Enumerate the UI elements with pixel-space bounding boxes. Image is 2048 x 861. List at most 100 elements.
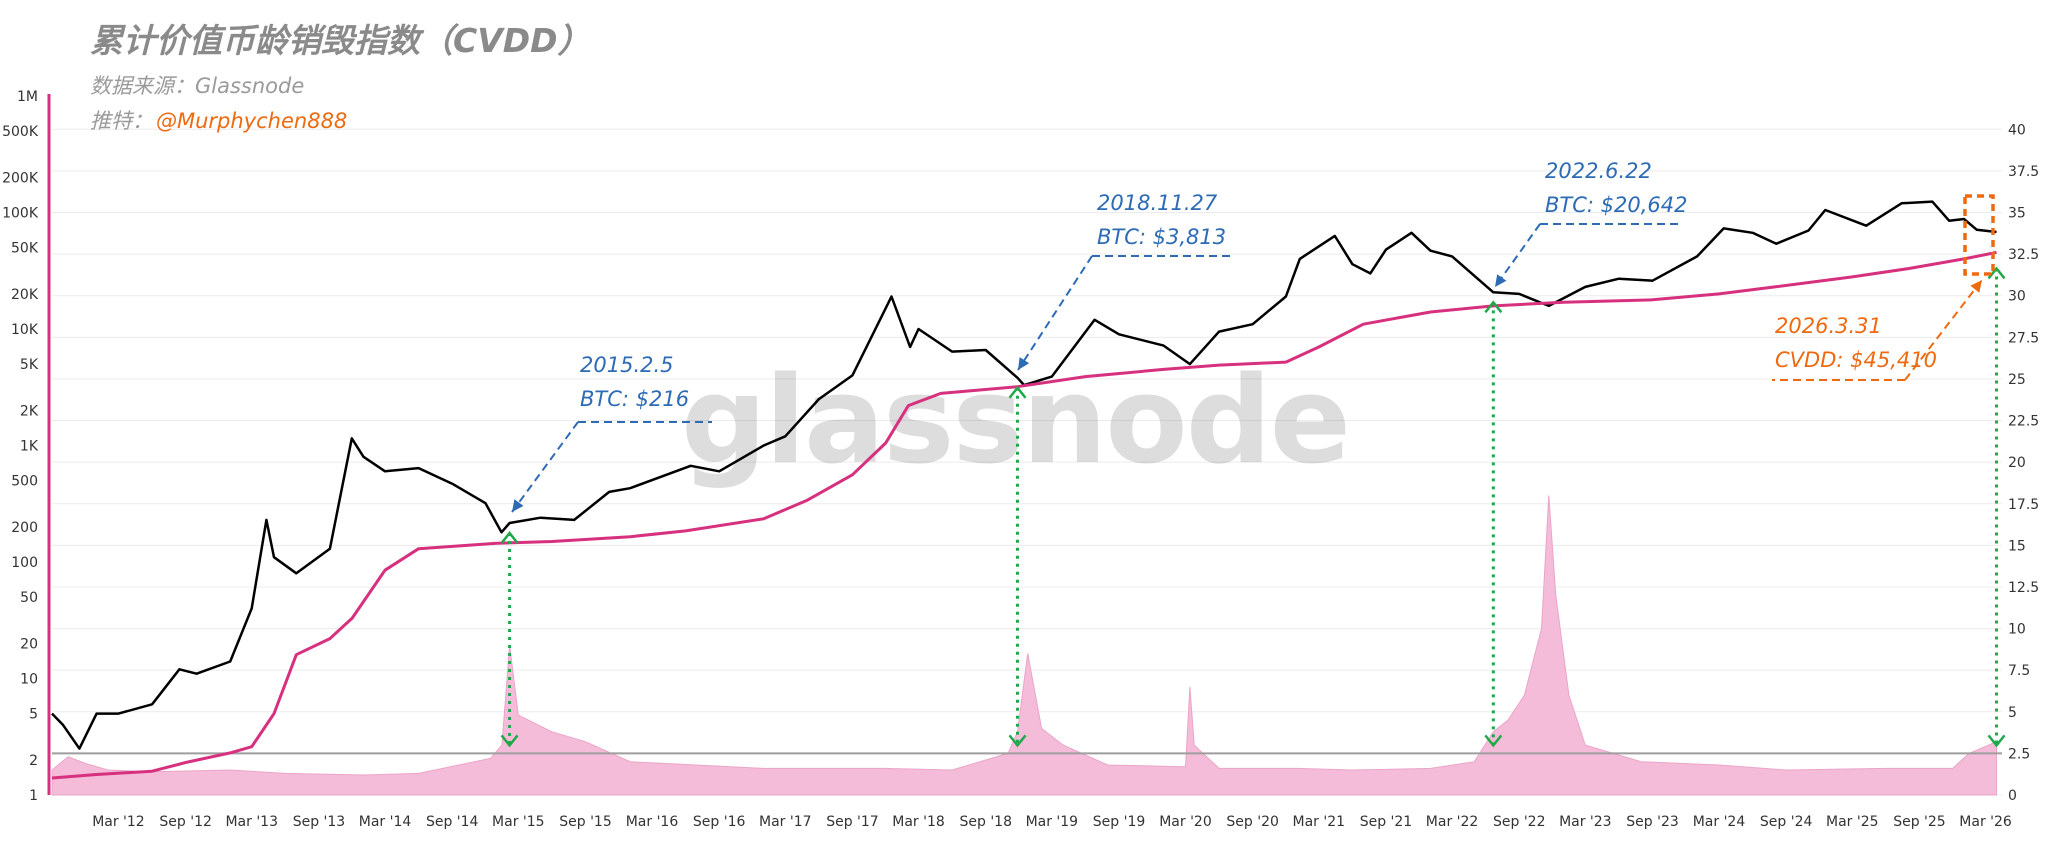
y2-tick-label: 15 xyxy=(2008,538,2026,554)
y2-tick-label: 7.5 xyxy=(2008,663,2030,679)
y-tick-label: 100 xyxy=(11,555,38,571)
y2-tick-label: 0 xyxy=(2008,788,2017,804)
annotation-date: 2015.2.5 xyxy=(580,353,674,377)
x-tick-label: Mar '23 xyxy=(1559,814,1612,830)
grid-layer xyxy=(52,128,2002,796)
btc-price-line xyxy=(51,200,1997,750)
x-tick-label: Sep '18 xyxy=(959,814,1012,830)
y2-tick-label: 20 xyxy=(2008,455,2026,471)
annotation-pointer xyxy=(1017,255,1093,371)
x-tick-label: Sep '17 xyxy=(826,814,879,830)
annotation-layer: 2015.2.5 BTC: $216 2018.11.27 BTC: $3,813 20… xyxy=(500,159,2006,748)
y-tick-label: 20 xyxy=(20,636,38,652)
annotation-date: 2018.11.27 xyxy=(1097,191,1218,215)
annotation-arrowhead xyxy=(1495,274,1507,287)
x-tick-label: Sep '23 xyxy=(1626,814,1679,830)
x-tick-label: Mar '24 xyxy=(1693,814,1746,830)
data-source: 数据来源：Glassnode xyxy=(90,74,304,98)
x-tick-label: Sep '25 xyxy=(1893,814,1946,830)
green-arrowhead-up xyxy=(1987,266,2006,280)
twitter-label: 推特： xyxy=(90,109,153,133)
x-tick-label: Sep '20 xyxy=(1226,814,1279,830)
x-tick-label: Mar '19 xyxy=(1026,814,1079,830)
x-tick-label: Mar '14 xyxy=(359,814,412,830)
x-tick-label: Mar '12 xyxy=(92,814,145,830)
y2-tick-label: 30 xyxy=(2008,289,2026,305)
green-arrowhead-up xyxy=(1484,300,1503,314)
annotation-arrowhead xyxy=(1970,280,1982,293)
x-tick-label: Mar '20 xyxy=(1159,814,1212,830)
y2-tick-label: 40 xyxy=(2008,122,2026,138)
annotation-date: 2026.3.31 xyxy=(1775,314,1882,338)
x-tick-label: Mar '13 xyxy=(225,814,278,830)
x-tick-label: Sep '22 xyxy=(1493,814,1546,830)
x-tick-label: Sep '21 xyxy=(1360,814,1413,830)
annotation-arrowhead xyxy=(1018,357,1030,370)
annotation-date: 2022.6.22 xyxy=(1545,159,1652,183)
y2-tick-label: 27.5 xyxy=(2008,330,2039,346)
y-tick-label: 200K xyxy=(2,170,39,186)
x-tick-label: Sep '16 xyxy=(693,814,746,830)
annotation-value: BTC: $216 xyxy=(580,387,689,411)
x-tick-label: Mar '22 xyxy=(1426,814,1479,830)
y-tick-label: 200 xyxy=(11,520,38,536)
y-tick-label: 1M xyxy=(17,89,38,105)
x-tick-label: Sep '13 xyxy=(293,814,346,830)
highlight-box xyxy=(1963,194,1995,276)
chart-title: 累计价值币龄销毁指数（CVDD） xyxy=(90,21,591,60)
y-tick-label: 50K xyxy=(11,241,39,257)
x-tick-label: Mar '25 xyxy=(1826,814,1879,830)
green-arrowhead-down xyxy=(1008,734,1027,748)
y-tick-label: 2K xyxy=(20,403,39,419)
y-tick-label: 10K xyxy=(11,322,39,338)
x-tick-label: Mar '18 xyxy=(892,814,945,830)
x-tick-label: Sep '19 xyxy=(1093,814,1146,830)
volume-layer xyxy=(51,495,2002,796)
y2-tick-label: 10 xyxy=(2008,622,2026,638)
green-arrowhead-down xyxy=(1987,734,2006,748)
annotation-value: CVDD: $45,410 xyxy=(1775,348,1937,372)
watermark-text: glassnode xyxy=(681,352,1349,491)
x-tick-label: Sep '24 xyxy=(1760,814,1813,830)
x-tick-label: Mar '15 xyxy=(492,814,545,830)
y-tick-label: 1K xyxy=(20,439,39,455)
y2-tick-label: 5 xyxy=(2008,705,2017,721)
annotation-value: BTC: $20,642 xyxy=(1545,193,1688,217)
x-tick-label: Mar '26 xyxy=(1959,814,2012,830)
y-tick-label: 500K xyxy=(2,124,39,140)
annotation-pointer xyxy=(1904,279,1983,381)
volume-area xyxy=(51,495,1997,796)
y-tick-label: 500 xyxy=(11,474,38,490)
y2-tick-label: 37.5 xyxy=(2008,164,2039,180)
green-arrowhead-down xyxy=(1484,734,1503,748)
y-tick-label: 2 xyxy=(29,753,38,769)
y2-tick-label: 22.5 xyxy=(2008,414,2039,430)
cvdd-line xyxy=(51,250,1997,780)
axis-layer: 1251020501002005001K2K5K10K20K50K100K200… xyxy=(2,89,2039,830)
y-tick-label: 50 xyxy=(20,590,38,606)
x-tick-label: Sep '12 xyxy=(159,814,212,830)
x-tick-label: Mar '21 xyxy=(1293,814,1346,830)
y2-tick-label: 2.5 xyxy=(2008,746,2030,762)
x-tick-label: Mar '17 xyxy=(759,814,812,830)
y-tick-label: 5 xyxy=(29,707,38,723)
y-tick-label: 1 xyxy=(29,788,38,804)
annotation-pointer xyxy=(511,421,579,513)
y-tick-label: 10 xyxy=(20,672,38,688)
y2-tick-label: 35 xyxy=(2008,206,2026,222)
twitter-handle[interactable]: @Murphychen888 xyxy=(156,109,347,133)
annotation-arrowhead xyxy=(512,499,524,512)
y2-tick-label: 32.5 xyxy=(2008,247,2039,263)
y2-tick-label: 25 xyxy=(2008,372,2026,388)
green-arrowhead-up xyxy=(1008,385,1027,399)
green-arrowhead-down xyxy=(500,734,519,748)
x-tick-label: Sep '15 xyxy=(559,814,612,830)
y-tick-label: 5K xyxy=(20,357,39,373)
annotation-value: BTC: $3,813 xyxy=(1097,225,1226,249)
y2-tick-label: 12.5 xyxy=(2008,580,2039,596)
y2-tick-label: 17.5 xyxy=(2008,497,2039,513)
x-tick-label: Sep '14 xyxy=(426,814,479,830)
line-layer xyxy=(51,200,1997,780)
